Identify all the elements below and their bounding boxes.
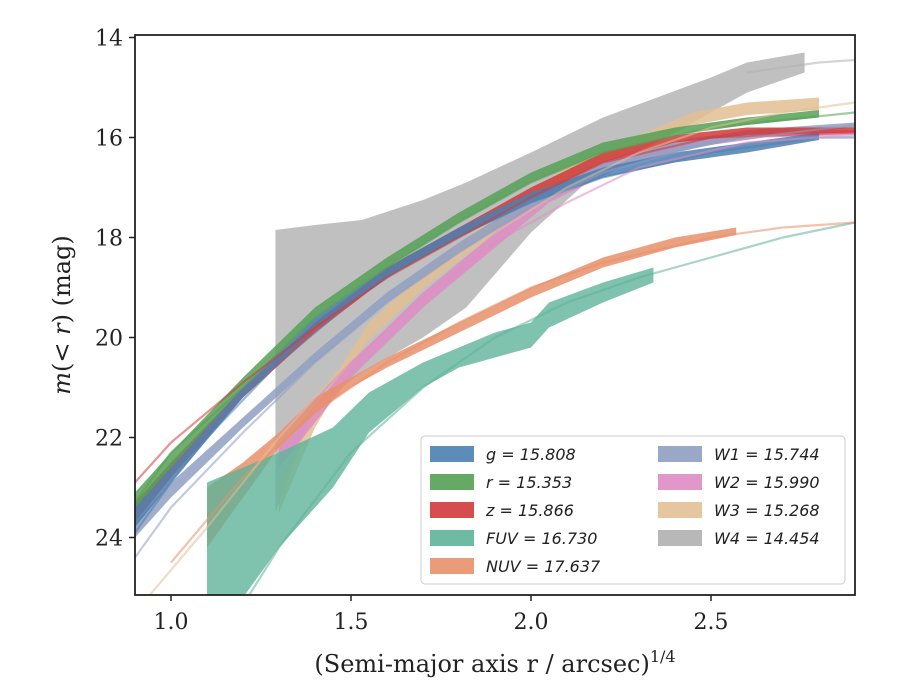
band-fuv bbox=[207, 267, 654, 595]
legend-label-nuv: NUV = 17.637 bbox=[486, 557, 601, 576]
x-tick-label: 1.0 bbox=[154, 610, 189, 635]
model-line-w1 bbox=[135, 123, 855, 559]
x-axis-label: (Semi-major axis r / arcsec)1/4 bbox=[314, 647, 675, 678]
y-tick-label: 24 bbox=[95, 527, 123, 552]
legend-label-w3: W3 = 15.268 bbox=[714, 501, 820, 520]
plot-frame bbox=[134, 34, 856, 596]
legend-label-g: g = 15.808 bbox=[486, 445, 576, 464]
y-tick-label: 16 bbox=[95, 127, 123, 152]
legend-label-z: z = 15.866 bbox=[485, 501, 574, 520]
x-tick-label: 1.5 bbox=[334, 610, 369, 635]
legend-swatch-g bbox=[430, 446, 474, 462]
model-line-nuv bbox=[170, 221, 855, 564]
y-tick-label: 18 bbox=[95, 227, 123, 252]
legend: g = 15.808 r = 15.353 z = 15.866 FUV = 16.7… bbox=[420, 435, 846, 585]
y-tick-label: 14 bbox=[95, 27, 123, 52]
legend-label-w4: W4 = 14.454 bbox=[714, 529, 820, 548]
y-axis-label: m(< r) (mag) bbox=[48, 235, 76, 395]
legend-swatch-z bbox=[430, 502, 474, 518]
y-tick-label: 20 bbox=[95, 327, 123, 352]
x-tick-label: 2.5 bbox=[694, 610, 729, 635]
model-line-z bbox=[135, 131, 855, 484]
x-tick-label: 2.0 bbox=[514, 610, 549, 635]
y-tick-label: 22 bbox=[95, 427, 123, 452]
legend-label-w1: W1 = 15.744 bbox=[714, 445, 820, 464]
legend-swatch-w3 bbox=[658, 502, 702, 518]
legend-label-fuv: FUV = 16.730 bbox=[486, 529, 597, 548]
legend-label-r: r = 15.353 bbox=[486, 473, 572, 492]
legend-swatch-w2 bbox=[658, 474, 702, 490]
model-line-r bbox=[135, 111, 855, 504]
legend-label-w2: W2 = 15.990 bbox=[714, 473, 820, 492]
model-line-w4 bbox=[746, 58, 855, 74]
legend-swatch-w4 bbox=[658, 530, 702, 546]
legend-swatch-nuv bbox=[430, 558, 474, 574]
model-line-w2 bbox=[278, 133, 855, 439]
legend-swatch-r bbox=[430, 474, 474, 490]
legend-frame bbox=[420, 435, 846, 585]
model-line-fuv bbox=[247, 221, 855, 595]
model-line-w3 bbox=[148, 101, 855, 595]
legend-swatch-w1 bbox=[658, 446, 702, 462]
legend-swatch-fuv bbox=[430, 530, 474, 546]
model-line-g bbox=[135, 136, 855, 534]
